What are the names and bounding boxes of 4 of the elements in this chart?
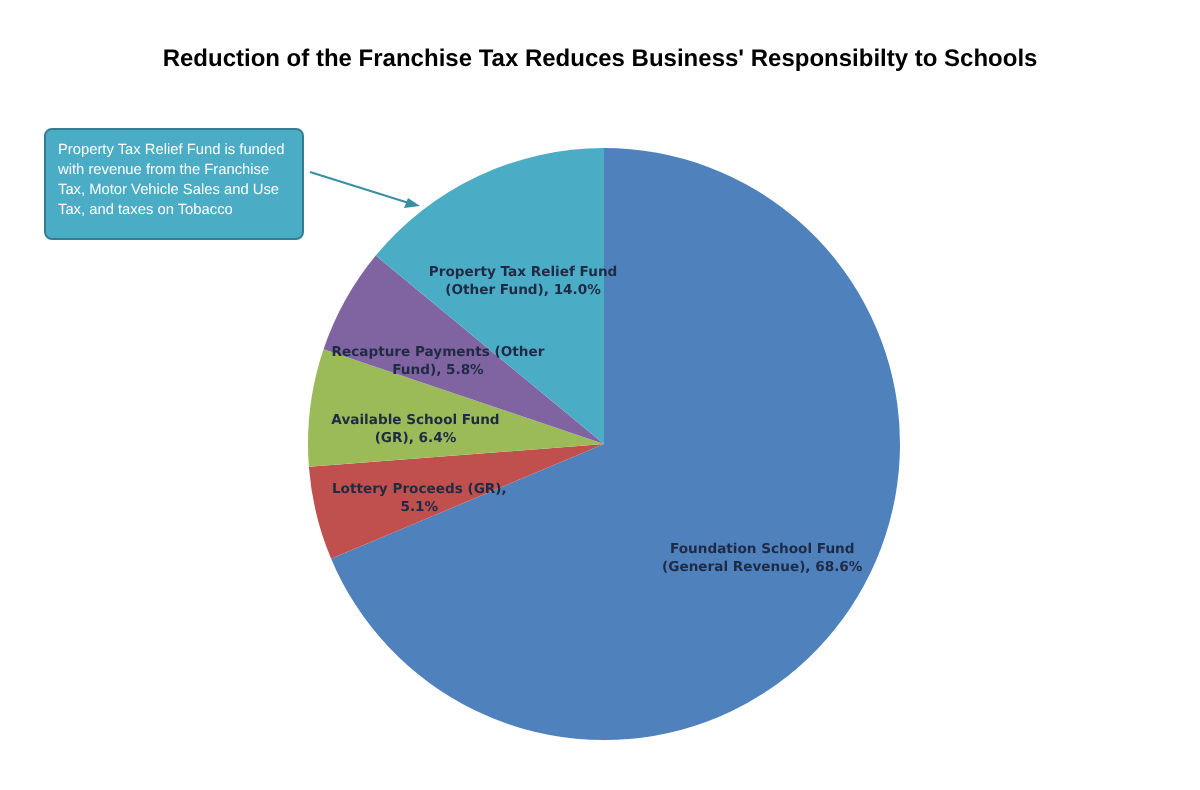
pie-slice	[308, 444, 604, 559]
pie-slice	[331, 148, 900, 740]
chart-title: Reduction of the Franchise Tax Reduces Business' Responsibilty to Schools	[162, 44, 1039, 72]
pie-slice	[308, 349, 604, 467]
